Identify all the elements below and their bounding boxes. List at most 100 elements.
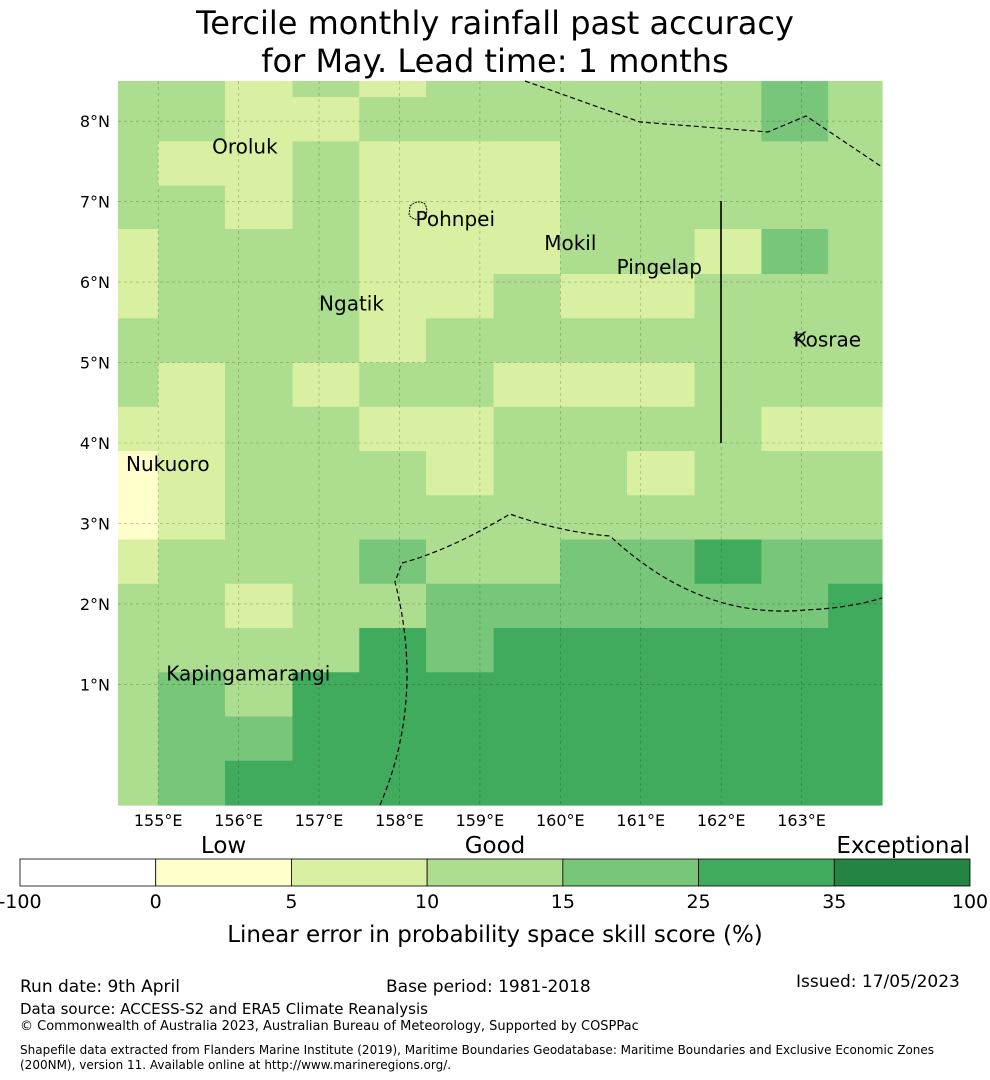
colorbar-title: Linear error in probability space skill … (227, 922, 763, 948)
skill-cell (118, 318, 159, 364)
skill-cell (627, 229, 696, 275)
base-period: Base period: 1981-2018 (386, 977, 591, 997)
skill-cell (426, 539, 495, 585)
skill-cell (828, 539, 883, 585)
colorbar-tick-label: 10 (415, 891, 439, 913)
issued-date: Issued: 17/05/2023 (796, 972, 960, 992)
place-label: Nukuoro (126, 452, 210, 476)
skill-cell (560, 583, 628, 629)
colorbar-tick-label: 100 (952, 891, 988, 913)
eez-boundary-south (379, 513, 883, 806)
skill-cell (292, 583, 360, 629)
skill-cell (560, 185, 628, 230)
colorbar: -100 0 5 10 15 25 35 100 Low Good Exceptional Linea… (0, 833, 988, 948)
skill-cell (627, 583, 696, 629)
skill-cell (828, 583, 883, 629)
skill-cell (118, 229, 159, 275)
skill-cell (828, 185, 883, 230)
skill-cell (426, 628, 495, 673)
skill-cell (761, 229, 829, 275)
skill-cell (359, 97, 427, 142)
skill-cell (761, 81, 829, 98)
skill-cell (493, 141, 561, 187)
skill-cell (224, 451, 294, 496)
skill-cell (118, 583, 159, 629)
skill-cell (118, 672, 159, 718)
skill-cell (627, 97, 696, 142)
skill-cell (694, 229, 762, 275)
skill-cell (560, 495, 628, 541)
skill-cell (493, 760, 561, 806)
skill-cell (694, 318, 762, 364)
skill-cell (828, 318, 883, 364)
skill-cell (292, 451, 360, 496)
skill-cell (560, 628, 628, 673)
skill-cell (359, 185, 427, 230)
skill-cell (158, 81, 226, 98)
skill-cell (359, 229, 427, 275)
skill-cell (118, 141, 159, 187)
place-label: Mokil (544, 231, 596, 255)
skill-cell (158, 406, 226, 452)
skill-cell (694, 97, 762, 142)
skill-cell (158, 716, 226, 762)
skill-cell (292, 97, 360, 142)
skill-cell (560, 716, 628, 762)
skill-cell (627, 451, 696, 496)
eez-boundary-north (524, 80, 883, 168)
lat-tick-label: 3°N (80, 514, 110, 533)
skill-cells (118, 81, 883, 806)
skill-cell (426, 495, 495, 541)
skill-cell (828, 495, 883, 541)
skill-cell (359, 583, 427, 629)
skill-cell (292, 495, 360, 541)
skill-cell (158, 583, 226, 629)
colorbar-swatch (698, 858, 835, 887)
skill-cell (426, 318, 495, 364)
skill-cell (493, 97, 561, 142)
axis-ticks: 155°E 156°E 157°E 158°E 159°E 160°E 161°E 162°E… (80, 112, 826, 830)
skill-cell (158, 141, 226, 187)
skill-cell (828, 274, 883, 319)
skill-cell (627, 406, 696, 452)
skill-cell (694, 583, 762, 629)
skill-cell (426, 362, 495, 408)
skill-cell (627, 539, 696, 585)
colorbar-tick-label: 5 (285, 891, 297, 913)
skill-cell (493, 81, 561, 98)
skill-cell (761, 495, 829, 541)
skill-cell (292, 185, 360, 230)
skill-cell (118, 185, 159, 230)
shapefile-credit: Shapefile data extracted from Flanders M… (20, 1043, 935, 1072)
colorbar-tick-label: 35 (822, 891, 846, 913)
skill-cell (118, 539, 159, 585)
skill-cell (118, 362, 159, 408)
skill-cell (224, 185, 294, 230)
skill-cell (359, 628, 427, 673)
skill-cell (118, 495, 159, 541)
skill-cell (627, 81, 696, 98)
skill-cell (694, 185, 762, 230)
skill-cell (627, 672, 696, 718)
colorbar-swatch (291, 858, 428, 887)
place-label: Kosrae (794, 327, 862, 351)
skill-cell (224, 229, 294, 275)
island-outlines (408, 201, 806, 343)
skill-cell (158, 274, 226, 319)
skill-cell (426, 185, 495, 230)
lat-tick-label: 6°N (80, 273, 110, 292)
skill-cell (359, 274, 427, 319)
skill-cell (426, 274, 495, 319)
skill-cell (560, 274, 628, 319)
skill-cell (761, 406, 829, 452)
lon-tick-label: 155°E (134, 811, 183, 830)
skill-cell (292, 406, 360, 452)
skill-cell (118, 406, 159, 452)
skill-cell (224, 97, 294, 142)
colorbar-tick-label: 0 (150, 891, 162, 913)
lon-tick-label: 160°E (536, 811, 585, 830)
skill-cell (292, 539, 360, 585)
skill-cell (158, 185, 226, 230)
skill-cell (828, 229, 883, 275)
lon-tick-label: 162°E (697, 811, 746, 830)
